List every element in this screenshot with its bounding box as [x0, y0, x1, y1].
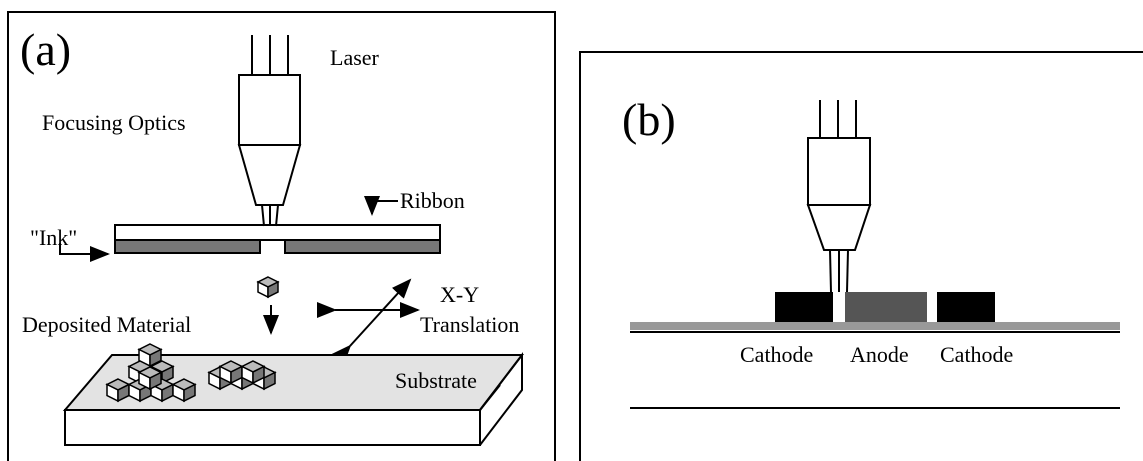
optics-label: Focusing Optics	[42, 110, 186, 135]
translation-label: Translation	[420, 312, 519, 337]
anode	[845, 292, 927, 322]
cube-face	[183, 383, 196, 403]
cathode	[937, 292, 995, 322]
ribbon-label: Ribbon	[400, 188, 465, 213]
laser-a	[237, 35, 302, 227]
electrode-label: Anode	[850, 342, 909, 367]
ink-arrow	[59, 243, 110, 262]
cube-face	[263, 371, 276, 391]
substrate-label: Substrate	[395, 368, 477, 393]
panel-b-frame	[579, 51, 1143, 461]
cube-face	[149, 371, 162, 391]
panel-a-frame	[7, 11, 556, 461]
cube-face	[252, 365, 265, 385]
electrode-label: Cathode	[740, 342, 813, 367]
ribbon	[114, 224, 441, 241]
y-arrow	[331, 278, 412, 365]
ink-layer	[114, 239, 261, 254]
panel-a-label: (a)	[20, 24, 71, 75]
ribbon-arrow	[364, 196, 398, 216]
cathode	[775, 292, 833, 322]
panel-b-label: (b)	[622, 94, 676, 145]
cube-face	[267, 280, 279, 299]
deposited-label: Deposited Material	[22, 312, 191, 337]
deposited-cubes	[105, 276, 280, 403]
ink-layer	[284, 239, 441, 254]
xy-label: X-Y	[440, 282, 479, 307]
electrode-label: Cathode	[940, 342, 1013, 367]
substrate-film	[630, 322, 1120, 330]
laser-b	[806, 100, 872, 293]
laser-label: Laser	[330, 45, 380, 70]
ink-label: "Ink"	[30, 225, 77, 250]
